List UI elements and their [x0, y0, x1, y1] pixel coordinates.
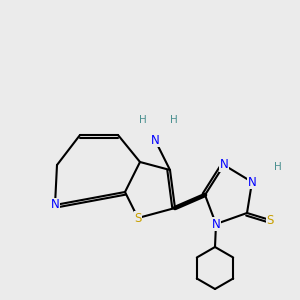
Text: S: S — [134, 212, 142, 224]
Text: N: N — [220, 158, 228, 172]
Text: N: N — [51, 199, 59, 212]
Text: H: H — [274, 162, 282, 172]
Text: H: H — [169, 115, 177, 125]
Text: N: N — [248, 176, 256, 188]
Text: N: N — [212, 218, 220, 230]
Text: S: S — [266, 214, 274, 226]
Text: H: H — [139, 115, 147, 125]
Text: N: N — [151, 134, 159, 146]
